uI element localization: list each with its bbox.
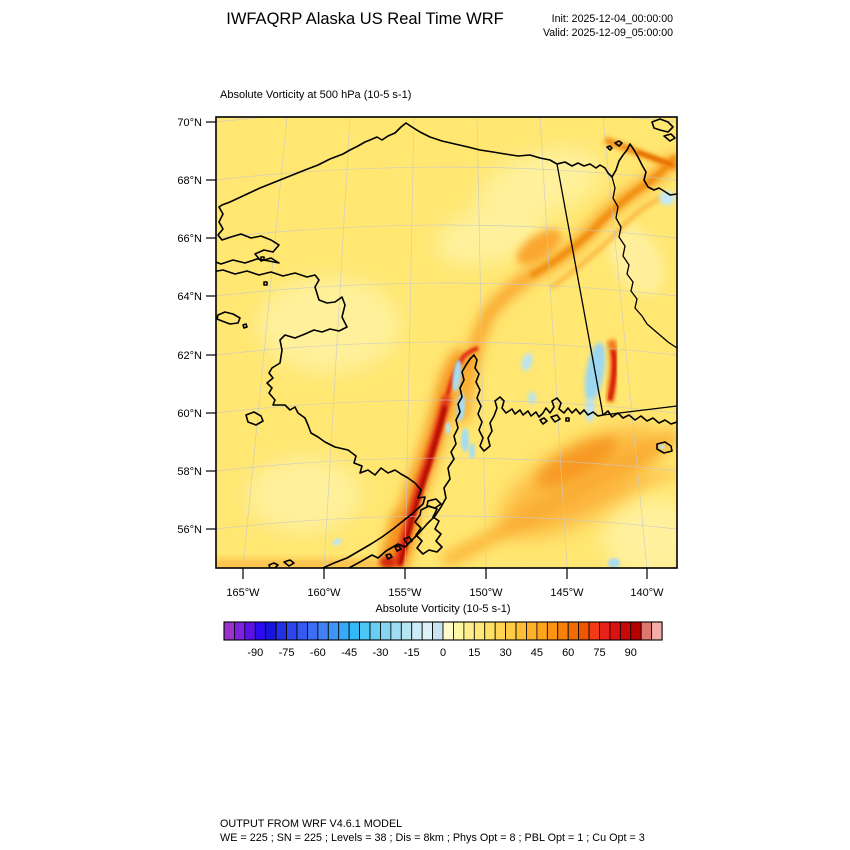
colorbar-title: Absolute Vorticity (10-5 s-1) — [375, 603, 510, 615]
lat-tick-label: 66°N — [177, 233, 202, 245]
colorbar-cell — [473, 621, 486, 641]
colorbar-cell — [369, 621, 381, 641]
init-timestamp: Init: 2025-12-04_00:00:00 — [552, 13, 673, 25]
lon-tick-label: 160°W — [307, 587, 341, 599]
colorbar-tick-label: 15 — [468, 647, 480, 659]
colorbar-tick-label: -60 — [310, 647, 326, 659]
colorbar-cell — [619, 621, 632, 641]
colorbar-cell — [348, 621, 360, 641]
colorbar-cell — [307, 621, 319, 641]
colorbar-cell — [442, 621, 454, 641]
colorbar-cell — [640, 621, 653, 641]
colorbar-cell — [234, 621, 246, 641]
panhandle-border — [602, 405, 677, 416]
map-panel — [215, 116, 678, 569]
colorbar-tick-label: -30 — [372, 647, 388, 659]
yukon-nwt-border — [611, 176, 677, 349]
colorbar-cell — [432, 621, 444, 641]
footer-config-line: WE = 225 ; SN = 225 ; Levels = 38 ; Dis … — [220, 832, 645, 844]
colorbar: -90 -75 -60 -45 -30 -15 0 15 30 45 60 75 90 — [223, 621, 663, 659]
colorbar-cell — [244, 621, 256, 641]
colorbar-cell — [463, 621, 475, 641]
lat-tick-label: 68°N — [177, 175, 202, 187]
graticule — [216, 117, 677, 568]
colorbar-cell — [390, 621, 402, 641]
colorbar-cell — [484, 621, 496, 641]
lat-tick-label: 60°N — [177, 408, 202, 420]
alaska-canada-border — [556, 163, 604, 416]
coastline — [216, 118, 677, 568]
lat-tick-label: 64°N — [177, 291, 202, 303]
colorbar-cell — [265, 621, 277, 641]
colorbar-cell — [494, 621, 507, 641]
colorbar-cell — [327, 621, 340, 641]
colorbar-cell — [421, 621, 434, 641]
lat-tick-label: 70°N — [177, 117, 202, 129]
colorbar-cell — [338, 621, 350, 641]
colorbar-tick-label: -15 — [404, 647, 420, 659]
colorbar-cell — [254, 621, 267, 641]
colorbar-outline — [223, 621, 663, 641]
lat-tick-label: 56°N — [177, 524, 202, 536]
colorbar-cell — [567, 621, 580, 641]
pale-vorticity-patches — [246, 147, 677, 568]
lon-tick-label: 140°W — [630, 587, 664, 599]
colorbar-cell — [578, 621, 590, 641]
colorbar-cell — [380, 621, 392, 641]
colorbar-cell — [526, 621, 538, 641]
footer-model-line: OUTPUT FROM WRF V4.6.1 MODEL — [220, 818, 402, 830]
colorbar-cell — [317, 621, 329, 641]
colorbar-tick-label: 30 — [499, 647, 511, 659]
colorbar-cell — [609, 621, 621, 641]
colorbar-cell — [546, 621, 559, 641]
lat-tick-label: 62°N — [177, 350, 202, 362]
colorbar-cell — [411, 621, 423, 641]
page-title: IWFAQRP Alaska US Real Time WRF — [226, 10, 504, 28]
colorbar-tick-label: 60 — [562, 647, 574, 659]
valid-timestamp: Valid: 2025-12-09_05:00:00 — [543, 27, 673, 39]
colorbar-cell — [630, 621, 642, 641]
colorbar-tick-label: -75 — [279, 647, 295, 659]
colorbar-tick-label: 0 — [440, 647, 446, 659]
colorbar-cell — [296, 621, 308, 641]
colorbar-cell — [286, 621, 298, 641]
gulf-positive-band — [216, 426, 677, 568]
lon-tick-label: 145°W — [550, 587, 584, 599]
colorbar-cell — [275, 621, 287, 641]
lon-tick-label: 165°W — [226, 587, 260, 599]
lon-tick-label: 155°W — [388, 587, 422, 599]
colorbar-tick-label: -90 — [247, 647, 263, 659]
colorbar-tick-label: 45 — [531, 647, 543, 659]
lat-tick-label: 58°N — [177, 466, 202, 478]
colorbar-tick-label: -45 — [341, 647, 357, 659]
colorbar-tick-label: 75 — [593, 647, 605, 659]
colorbar-cell — [557, 621, 569, 641]
plot-subtitle: Absolute Vorticity at 500 hPa (10-5 s-1) — [220, 89, 411, 101]
colorbar-cell — [453, 621, 465, 641]
colorbar-cell — [588, 621, 600, 641]
map-frame — [215, 116, 678, 569]
political-borders — [556, 163, 677, 416]
colorbar-cell — [223, 621, 235, 641]
colorbar-tick-label: 90 — [625, 647, 637, 659]
colorbar-cell — [515, 621, 527, 641]
colorbar-cell — [359, 621, 371, 641]
colorbar-cell — [599, 621, 611, 641]
latitude-axis: 70°N 68°N 66°N 64°N 62°N 60°N 58°N 56°N — [177, 117, 217, 536]
colorbar-cell — [651, 621, 663, 641]
lon-tick-label: 150°W — [469, 587, 503, 599]
vorticity-field — [216, 117, 677, 568]
colorbar-cell — [505, 621, 517, 641]
longitude-axis: 165°W 160°W 155°W 150°W 145°W 140°W — [226, 568, 664, 599]
colorbar-cell — [400, 621, 413, 641]
colorbar-cell — [536, 621, 548, 641]
